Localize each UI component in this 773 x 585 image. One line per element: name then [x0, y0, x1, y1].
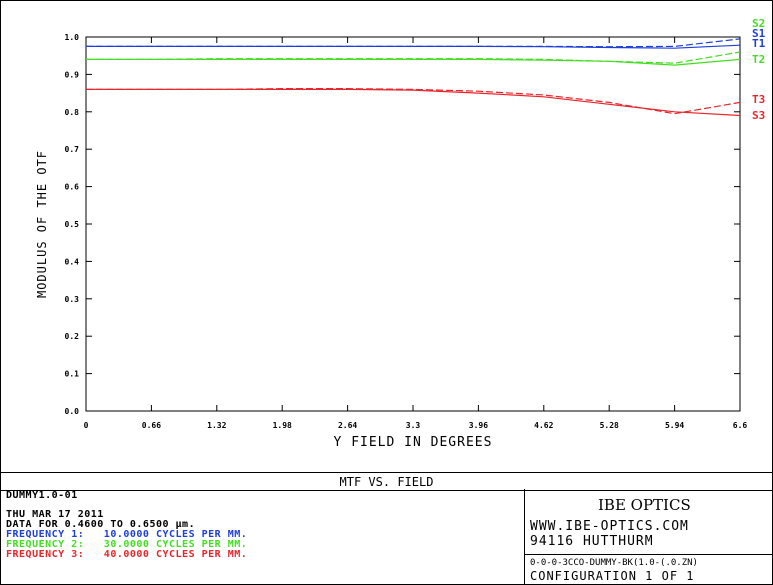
y-tick-label: 0.4	[65, 257, 80, 266]
filename: DUMMY1.0-01	[6, 490, 78, 501]
y-tick-label: 0.6	[65, 183, 80, 192]
x-tick-label: 0.66	[142, 421, 161, 430]
y-tick-label: 1.0	[65, 33, 80, 42]
date-line: THU MAR 17 2011	[6, 509, 104, 520]
chart-title: MTF VS. FIELD	[339, 475, 434, 489]
y-tick-label: 0.9	[65, 70, 80, 79]
x-tick-label: 3.96	[469, 421, 488, 430]
address: 94116 HUTTHURM	[530, 534, 654, 549]
configuration: CONFIGURATION 1 OF 1	[530, 569, 695, 583]
series-label-t2: T2	[752, 53, 765, 66]
series-label-s2: S2	[752, 17, 765, 30]
title-bar: MTF VS. FIELD	[0, 472, 773, 491]
x-tick-label: 3.3	[406, 421, 421, 430]
x-tick-label: 5.94	[665, 421, 684, 430]
lens-file: 0-0-0-3CCO-DUMMY-BK(1.0-(.0.ZN)	[530, 558, 698, 568]
company-name: IBE OPTICS	[598, 496, 691, 514]
x-axis-label: Y FIELD IN DEGREES	[334, 435, 493, 450]
wavelength-range: DATA FOR 0.4600 TO 0.6500 µm.	[6, 519, 196, 530]
y-axis-label: MODULUS OF THE OTF	[35, 150, 49, 298]
frequency-2: FREQUENCY 2: 30.0000 CYCLES PER MM.	[6, 539, 248, 550]
x-tick-label: 5.28	[600, 421, 619, 430]
plot-area	[85, 36, 741, 412]
y-tick-label: 0.8	[65, 108, 80, 117]
right-divider	[524, 554, 773, 555]
y-tick-label: 0.5	[65, 220, 80, 229]
x-tick-label: 0	[84, 421, 89, 430]
y-tick-label: 0.2	[65, 332, 80, 341]
series-label-s1: S1	[752, 27, 766, 40]
series-label-s3: S3	[752, 109, 765, 122]
y-tick-label: 0.1	[65, 370, 80, 379]
x-tick-label: 1.32	[207, 421, 226, 430]
x-tick-label: 2.64	[338, 421, 357, 430]
mtf-chart: 0.0 0.1 0.2 0.3 0.4 0.5 0.6 0.7 0.8 0.9 1.0 0 0.66 1.…	[35, 17, 766, 450]
frequency-3: FREQUENCY 3: 40.0000 CYCLES PER MM.	[6, 549, 248, 560]
series-label-t3: T3	[752, 93, 765, 106]
x-tick-label: 6.6	[733, 421, 748, 430]
x-tick-label: 1.98	[273, 421, 292, 430]
series-line-t2	[86, 58, 741, 66]
y-tick-label: 0.3	[65, 295, 80, 304]
y-tick-label: 0.0	[65, 407, 80, 416]
series-line-t3	[86, 88, 741, 117]
series-line-s1	[86, 38, 741, 48]
x-tick-label: 4.62	[534, 421, 553, 430]
frequency-1: FREQUENCY 1: 10.0000 CYCLES PER MM.	[6, 529, 248, 540]
y-tick-label: 0.7	[65, 145, 80, 154]
info-divider	[524, 489, 525, 585]
series-line-s3	[86, 87, 741, 115]
series-line-s2	[86, 51, 741, 64]
website: WWW.IBE-OPTICS.COM	[530, 519, 689, 534]
series-label-t1: T1	[752, 37, 766, 50]
